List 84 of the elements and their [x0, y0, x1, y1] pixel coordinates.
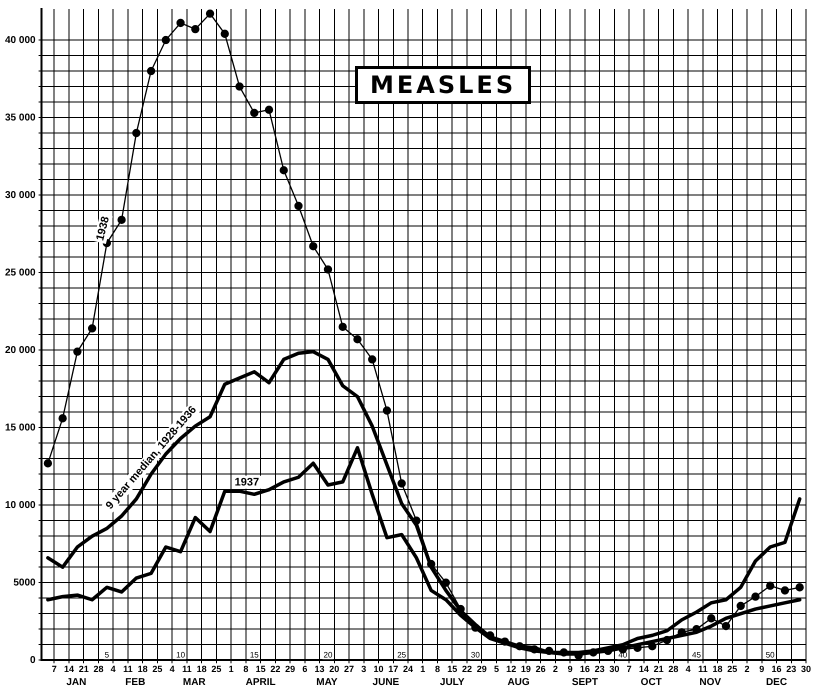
x-tick-label: 12: [506, 664, 516, 674]
x-tick-label: 25: [152, 664, 162, 674]
y-tick-label: 25 000: [4, 267, 36, 278]
y-tick-label: 5000: [13, 577, 36, 588]
x-tick-label: 11: [123, 664, 133, 674]
x2-tick-label: 20: [324, 650, 333, 660]
text: 1938: [94, 215, 112, 242]
x-tick-label: 15: [256, 664, 266, 674]
x-tick-label: 4: [110, 664, 116, 674]
x-tick-label: 2: [744, 664, 750, 674]
x-tick-label: 28: [93, 664, 104, 674]
x-tick-label: 4: [170, 664, 175, 674]
y-tick-label: 20 000: [4, 344, 36, 356]
x-tick-label: 11: [182, 664, 192, 674]
x-tick-label: 25: [211, 664, 222, 674]
text: SEPT: [572, 676, 598, 688]
x-tick-label: 22: [270, 664, 280, 674]
y-tick-label: 0: [30, 654, 36, 666]
x-tick-label: 9: [759, 664, 764, 674]
y-tick-label: 35 000: [4, 112, 36, 124]
x-tick-label: 20: [329, 664, 340, 674]
x-tick-label: 28: [668, 664, 678, 674]
x-tick-label: 21: [78, 664, 89, 674]
x2-tick-label: 50: [766, 650, 776, 660]
x-tick-label: 14: [64, 664, 74, 674]
x-tick-label: 16: [580, 664, 590, 674]
text: JUNE: [372, 676, 400, 688]
x-tick-label: 13: [314, 664, 325, 674]
x-tick-label: 1: [420, 664, 426, 674]
x2-tick-label: 15: [250, 650, 260, 660]
x-tick-label: 14: [638, 664, 649, 674]
text: FEB: [125, 676, 146, 688]
text: NOV: [699, 676, 722, 688]
x-tick-label: 18: [138, 664, 148, 674]
x-tick-label: 8: [243, 664, 248, 674]
x2-tick-label: 5: [104, 650, 110, 660]
text: DEC: [766, 676, 788, 688]
x-tick-label: 30: [800, 664, 812, 674]
x-tick-label: 21: [654, 664, 664, 674]
x-tick-label: 17: [388, 664, 398, 674]
x-tick-label: 8: [434, 664, 440, 674]
x-tick-label: 30: [609, 664, 620, 674]
x-tick-label: 11: [698, 664, 708, 674]
y-tick-label: 40 000: [4, 34, 36, 46]
x-tick-label: 18: [712, 664, 723, 674]
x2-tick-label: 45: [692, 650, 702, 660]
text: AUG: [507, 676, 530, 688]
x-tick-label: 22: [462, 664, 472, 674]
x-tick-label: 29: [476, 664, 487, 674]
x2-tick-label: 25: [397, 650, 407, 660]
x-tick-label: 3: [361, 664, 366, 674]
x2-tick-label: 10: [176, 650, 186, 660]
x-tick-label: 24: [402, 664, 414, 674]
x-tick-label: 6: [302, 664, 308, 674]
x-tick-label: 2: [552, 664, 558, 674]
x-tick-label: 25: [727, 664, 738, 674]
text: APRIL: [246, 676, 276, 688]
x-tick-label: 4: [686, 664, 691, 674]
text: JULY: [440, 676, 465, 688]
x-tick-label: 29: [285, 664, 296, 674]
series-label: 1937: [234, 476, 260, 488]
x-tick-label: 18: [196, 664, 207, 674]
x-tick-label: 15: [447, 664, 458, 674]
text: MAR: [182, 676, 206, 688]
x-tick-label: 23: [594, 664, 605, 674]
x-tick-label: 5: [494, 664, 499, 674]
y-tick-label: 15 000: [4, 422, 36, 434]
y-tick-label: 10 000: [4, 500, 36, 511]
x-tick-label: 16: [772, 664, 782, 674]
x-tick-label: 23: [786, 664, 796, 674]
x-tick-label: 1: [228, 664, 234, 674]
x-tick-label: 7: [626, 664, 632, 674]
text: JAN: [66, 676, 86, 688]
text: MEASLES: [355, 66, 532, 104]
x-tick-label: 26: [536, 664, 546, 674]
text: OCT: [640, 676, 662, 688]
x-tick-label: 10: [374, 664, 384, 674]
x-tick-label: 27: [344, 664, 354, 674]
x-tick-label: 9: [568, 664, 573, 674]
text: MAY: [316, 676, 338, 688]
x-tick-label: 7: [52, 664, 57, 674]
x2-tick-label: 30: [470, 650, 480, 660]
y-tick-label: 30 000: [4, 190, 36, 201]
x-tick-label: 19: [520, 664, 531, 674]
